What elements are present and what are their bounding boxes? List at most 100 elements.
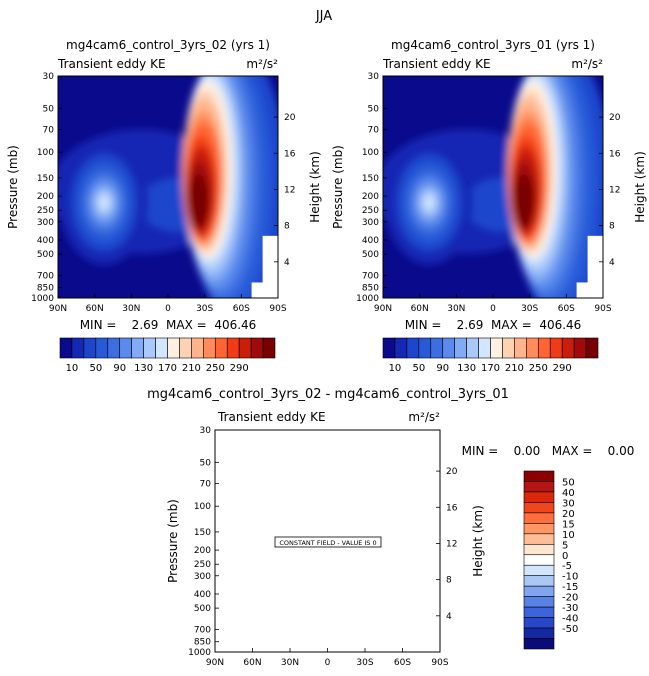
y-tick-label: 150 (37, 174, 54, 184)
colorbar-swatch (418, 337, 432, 359)
x-tick-label: 30N (281, 658, 299, 668)
x-tick-label: 30N (447, 304, 465, 314)
colorbar-label: -40 (562, 614, 578, 625)
y2-tick-label: 16 (609, 149, 621, 159)
colorbar-swatch (523, 533, 555, 545)
colorbar-label: 250 (206, 363, 225, 374)
colorbar-swatch (523, 596, 555, 608)
panel-a-ylabel: Pressure (mb) (6, 145, 20, 229)
colorbar-swatch (514, 337, 527, 359)
y-tick-label: 400 (362, 236, 379, 246)
y-tick-label: 300 (37, 218, 54, 228)
panel-b-axes: 90N 60N 30N 0 30S 60S 90S 30 50 70 100 150 200 250 300… (356, 72, 621, 314)
panel-a-subtitle-right: m²/s² (246, 57, 278, 71)
y-tick-label: 700 (37, 271, 54, 281)
colorbar-swatch (561, 337, 575, 359)
y2-tick-label: 20 (446, 467, 458, 477)
panel-c-subtitle-left: Transient eddy KE (217, 410, 326, 424)
colorbar-swatch (191, 337, 204, 359)
colorbar-label: 250 (529, 363, 548, 374)
x-tick-label: 30N (122, 304, 140, 314)
y-tick-label: 500 (194, 604, 211, 614)
field-mask (576, 282, 603, 298)
colorbar-swatch (573, 337, 587, 359)
x-tick-label: 30S (356, 658, 373, 668)
panel-c-subtitle-right: m²/s² (408, 410, 440, 424)
y-tick-label: 250 (362, 206, 379, 216)
y-tick-label: 700 (194, 625, 211, 635)
y-tick-label: 400 (194, 590, 211, 600)
x-tick-label: 30S (196, 304, 213, 314)
y-tick-label: 30 (43, 72, 55, 82)
y-tick-label: 50 (200, 458, 212, 468)
colorbar-label: 130 (134, 363, 153, 374)
colorbar-label: 170 (481, 363, 500, 374)
y-tick-label: 1000 (188, 648, 211, 658)
colorbar-swatch (523, 523, 555, 535)
colorbar-label: 0 (562, 551, 568, 562)
colorbar-swatch (523, 627, 555, 639)
colorbar-swatch (502, 337, 515, 359)
y-tick-label: 150 (362, 174, 379, 184)
panel-a-contour-field (58, 76, 278, 298)
colorbar-label: 50 (412, 363, 425, 374)
colorbar-label: 210 (182, 363, 201, 374)
x-tick-label: 60S (558, 304, 575, 314)
panel-c-title: mg4cam6_control_3yrs_02 - mg4cam6_contro… (147, 387, 509, 402)
x-tick-label: 0 (490, 304, 496, 314)
colorbar-swatch (490, 337, 503, 359)
panel-c-axes: 90N 60N 30N 0 30S 60S 90S 30 50 70 100 150 200 250 300… (188, 426, 458, 668)
panel-a-y2label: Height (km) (308, 151, 322, 222)
panel-b-minmax: MIN = 2.69 MAX = 406.46 (405, 318, 582, 332)
y-tick-label: 30 (368, 72, 380, 82)
colorbar-label: 50 (89, 363, 102, 374)
colorbar-swatch (478, 337, 491, 359)
x-tick-label: 0 (165, 304, 171, 314)
y-tick-label: 850 (194, 638, 211, 648)
panel-b-colorbar: 10 50 90 130 170 210 250 290 (382, 337, 599, 374)
y-tick-label: 300 (362, 218, 379, 228)
colorbar-swatch (523, 502, 555, 514)
y-tick-label: 30 (200, 426, 212, 436)
constant-field-box (274, 536, 382, 548)
x-tick-label: 30S (521, 304, 538, 314)
colorbar-label: -5 (562, 561, 572, 572)
colorbar-swatch (119, 337, 132, 359)
y-tick-label: 500 (362, 250, 379, 260)
panel-c-ylabel: Pressure (mb) (166, 499, 180, 583)
y-tick-label: 100 (37, 148, 54, 158)
panel-a-subtitle-left: Transient eddy KE (57, 57, 166, 71)
y-tick-label: 1000 (356, 294, 379, 304)
x-tick-label: 90S (594, 304, 611, 314)
colorbar-swatch (585, 337, 599, 359)
colorbar-swatch (526, 337, 539, 359)
page-title: JJA (315, 9, 332, 24)
y-tick-label: 70 (43, 126, 55, 136)
y2-tick-label: 16 (284, 149, 296, 159)
colorbar-label: -15 (562, 582, 578, 593)
colorbar-swatch (71, 337, 85, 359)
colorbar-label: 90 (113, 363, 126, 374)
colorbar-label: 290 (553, 363, 572, 374)
y-tick-label: 850 (362, 284, 379, 294)
x-tick-label: 0 (325, 658, 331, 668)
y2-tick-label: 4 (446, 612, 452, 622)
colorbar-swatch (523, 564, 555, 577)
panel-b-title: mg4cam6_control_3yrs_01 (yrs 1) (391, 38, 595, 52)
colorbar-swatch (83, 337, 97, 359)
field-layer (513, 173, 534, 227)
colorbar-swatch (203, 337, 216, 359)
colorbar-swatch (406, 337, 420, 359)
colorbar-swatch (454, 337, 467, 359)
y2-tick-label: 4 (609, 258, 615, 268)
panel-b-subtitle-right: m²/s² (571, 57, 603, 71)
y-tick-label: 50 (368, 104, 380, 114)
panel-b-subtitle-left: Transient eddy KE (382, 57, 491, 71)
x-tick-label: 60N (243, 658, 261, 668)
panel-a-axes: 90N 60N 30N 0 30S 60S 90S 30 50 70 100 150 200 250 300… (31, 72, 296, 314)
panel-a: mg4cam6_control_3yrs_02 (yrs 1) Transien… (6, 38, 322, 374)
y-tick-label: 1000 (31, 294, 54, 304)
colorbar-swatch (523, 543, 555, 556)
